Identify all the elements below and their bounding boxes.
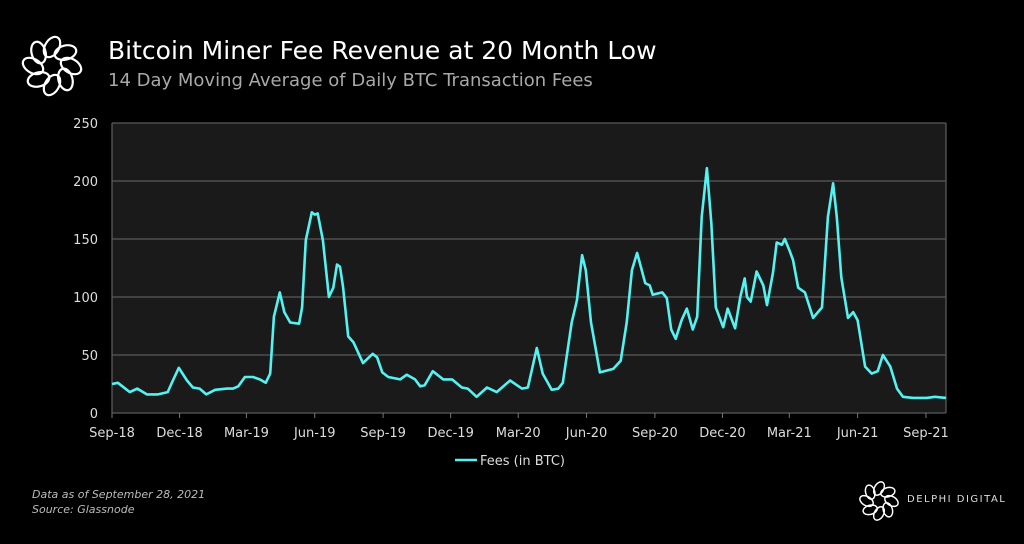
x-tick-label: Sep-19 — [360, 426, 406, 441]
plot-area — [112, 123, 946, 413]
series-line-fees — [111, 166, 947, 400]
logo-loop — [56, 67, 74, 92]
y-tick-label: 50 — [81, 349, 98, 364]
x-tick-label: Jun-19 — [293, 426, 336, 441]
logo-loop — [30, 40, 48, 65]
x-tick-label: Dec-20 — [699, 426, 745, 441]
logo-loop — [859, 494, 874, 508]
x-tick-label: Jun-20 — [565, 426, 608, 441]
x-tick-label: Sep-18 — [89, 426, 135, 441]
logo-loop — [862, 504, 878, 516]
logo-loop — [26, 70, 51, 88]
x-tick-label: Dec-19 — [427, 426, 473, 441]
chart-title: Bitcoin Miner Fee Revenue at 20 Month Lo… — [108, 36, 657, 65]
delphi-logo-icon — [21, 35, 83, 97]
logo-loop — [864, 484, 876, 500]
x-axis: Sep-18 Dec-18 Mar-19 Jun-19 Sep-19 Dec-19 Mar-… — [89, 413, 949, 441]
x-tick-label: Mar-19 — [224, 426, 269, 441]
logo-loop — [21, 56, 45, 76]
source-note: Source: Glassnode — [32, 503, 135, 516]
data-date-note: Data as of September 28, 2021 — [32, 488, 206, 501]
x-tick-label: Mar-21 — [767, 426, 812, 441]
x-tick-label: Sep-20 — [632, 426, 678, 441]
legend: Fees (in BTC) — [455, 454, 565, 469]
y-tick-label: 200 — [73, 175, 98, 190]
logo-loop — [884, 494, 899, 508]
logo-loop — [872, 506, 886, 521]
x-tick-label: Dec-18 — [156, 426, 202, 441]
logo-loop — [42, 73, 62, 97]
brand-name: DELPHI DIGITAL — [907, 494, 1007, 505]
logo-loop — [59, 56, 83, 76]
x-tick-label: Sep-21 — [903, 426, 949, 441]
x-tick-label: Jun-21 — [836, 426, 879, 441]
y-tick-label: 100 — [73, 291, 98, 306]
y-tick-label: 0 — [90, 407, 98, 422]
y-tick-label: 150 — [73, 233, 98, 248]
logo-loop — [882, 502, 894, 518]
footer-notes: Data as of September 28, 2021 Source: Gl… — [32, 487, 205, 517]
logo-loop — [880, 486, 896, 498]
legend-label: Fees (in BTC) — [480, 454, 565, 469]
y-tick-label: 250 — [73, 117, 98, 132]
logo-loop — [53, 44, 78, 62]
y-axis: 0 50 100 150 200 250 — [73, 117, 98, 422]
delphi-brand-icon — [859, 481, 899, 521]
x-tick-label: Mar-20 — [496, 426, 541, 441]
chart-subtitle: 14 Day Moving Average of Daily BTC Trans… — [108, 70, 593, 91]
